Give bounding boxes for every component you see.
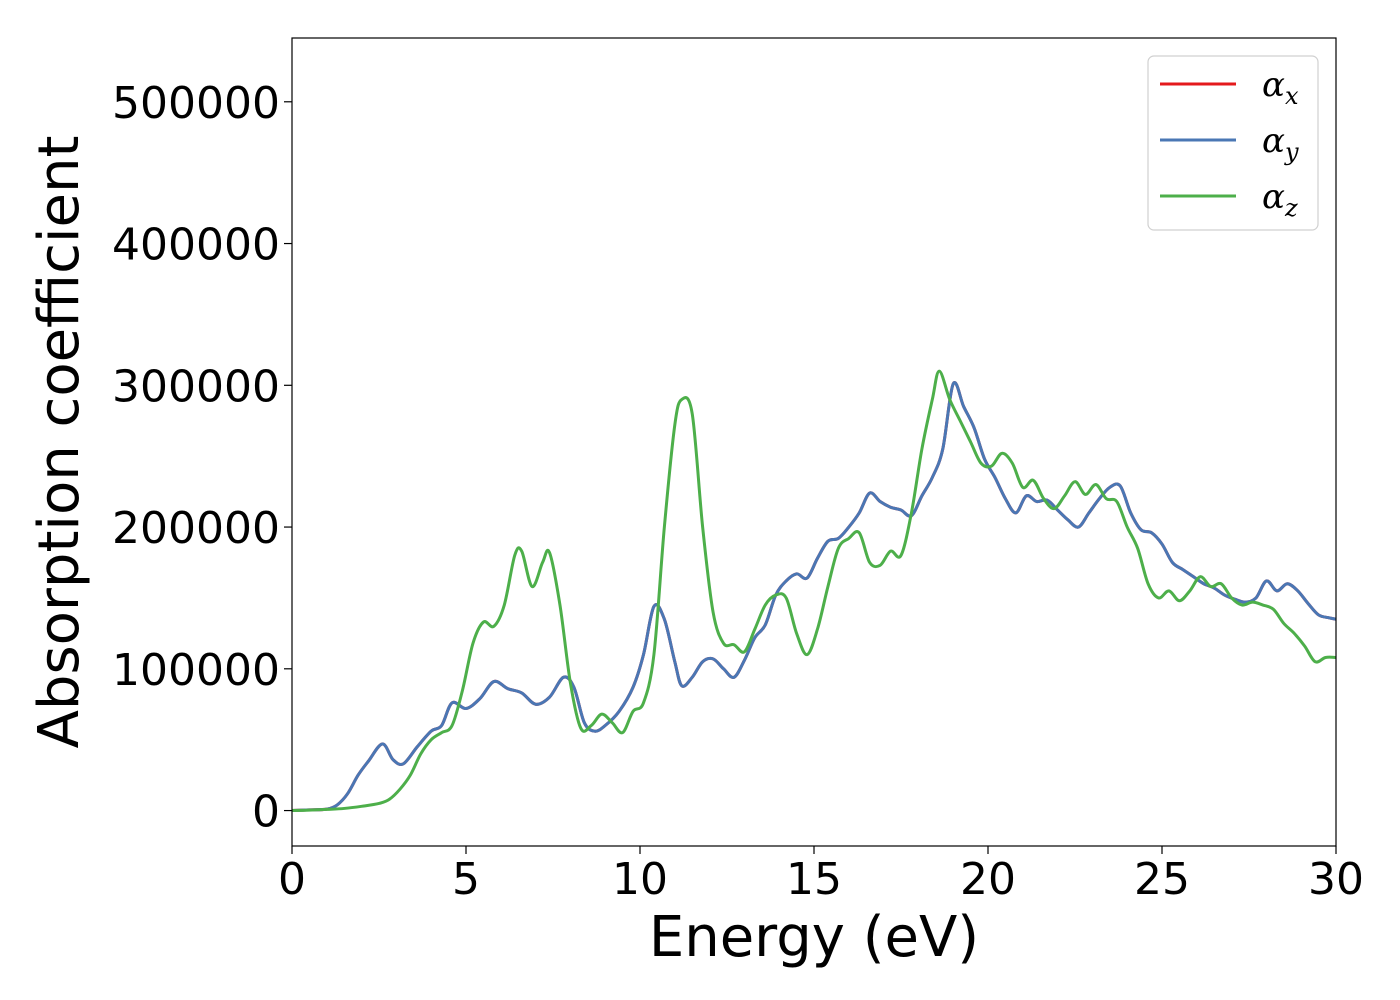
- legend-subscript: x: [1285, 82, 1299, 110]
- series-line-y: [291, 381, 1337, 813]
- x-tick-label: 15: [786, 854, 842, 905]
- legend-subscript: z: [1284, 194, 1298, 222]
- y-tick-label: 100000: [112, 645, 280, 696]
- x-tick-label: 30: [1308, 854, 1364, 905]
- x-tick-label: 20: [960, 854, 1016, 905]
- series-layer: [291, 369, 1337, 813]
- x-axis-title: Energy (eV): [649, 905, 979, 970]
- legend-label-y: αy: [1262, 121, 1299, 166]
- x-tick-label: 25: [1134, 854, 1190, 905]
- legend-label-x: αx: [1262, 65, 1299, 110]
- y-tick-label: 500000: [112, 78, 280, 129]
- series-line-z: [291, 369, 1337, 813]
- legend-box: [1147, 55, 1319, 231]
- y-axis: 0 100000 200000 300000 400000 500000: [112, 78, 292, 838]
- y-axis-title: Absorption coefficient: [27, 136, 92, 749]
- x-tick-label: 5: [452, 854, 480, 905]
- y-tick-label: 300000: [112, 361, 280, 412]
- legend-subscript: y: [1284, 138, 1299, 166]
- x-axis: 0 5 10 15 20 25 30: [278, 846, 1364, 905]
- legend-symbol: α: [1262, 121, 1285, 161]
- legend-symbol: α: [1262, 177, 1285, 217]
- legend-symbol: α: [1262, 65, 1285, 105]
- legend-label-z: αz: [1262, 177, 1298, 222]
- y-tick-label: 400000: [112, 220, 280, 271]
- x-tick-label: 0: [278, 854, 306, 905]
- y-tick-label: 200000: [112, 503, 280, 554]
- x-tick-label: 10: [612, 854, 668, 905]
- y-tick-label: 0: [252, 787, 280, 838]
